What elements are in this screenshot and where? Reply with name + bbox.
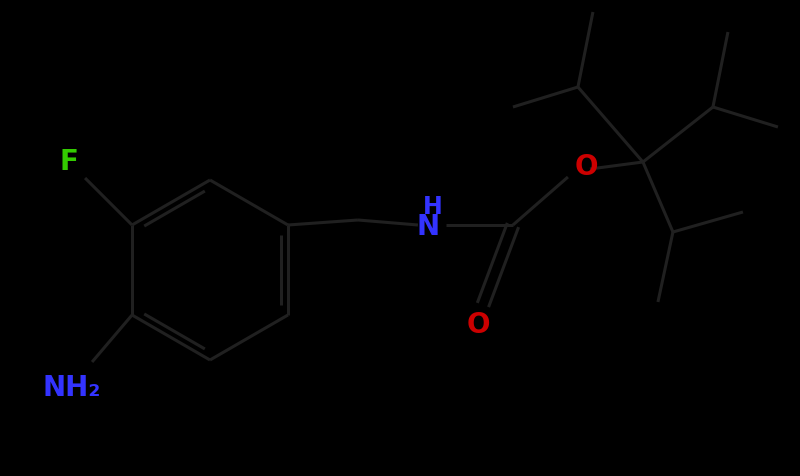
Text: F: F: [60, 148, 78, 176]
Text: O: O: [466, 311, 490, 339]
Text: NH₂: NH₂: [43, 374, 102, 402]
Text: N: N: [416, 213, 439, 241]
Text: H: H: [423, 195, 443, 219]
Text: O: O: [574, 153, 598, 181]
